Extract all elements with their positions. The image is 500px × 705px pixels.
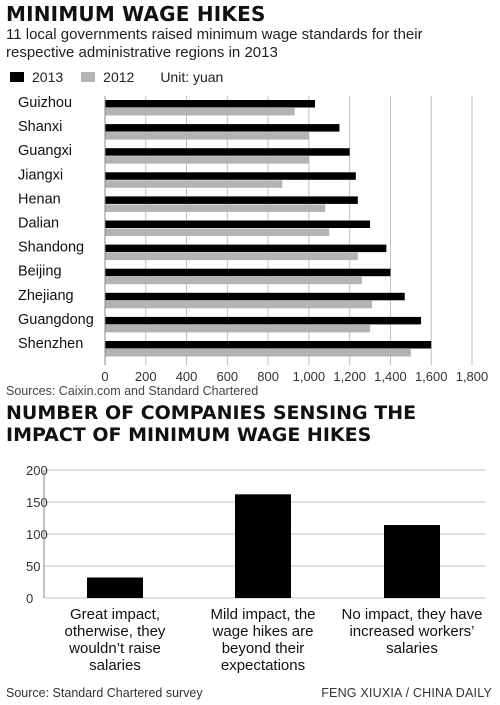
chart2-y-tick-label: 100 [26,527,48,542]
legend-label-2013: 2013 [32,69,64,85]
credit-line: FENG XIUXIA / CHINA DAILY [321,686,492,700]
chart2-bar [87,577,143,598]
legend-swatch-2012 [81,72,96,82]
chart1-unit: Unit: yuan [160,69,224,85]
chart1-bar-2012 [105,204,326,212]
chart1-subtitle: 11 local governments raised minimum wage… [6,26,423,61]
chart2-bar [235,494,291,598]
chart1-bar-2013 [105,196,358,204]
chart1-x-tick-label: 0 [101,369,108,384]
chart1-bar-2012 [105,132,309,140]
chart1-bar-2012 [105,324,371,333]
legend-swatch-2013 [10,72,24,82]
chart1-x-tick-label: 400 [176,369,198,384]
chart1-bar-2012 [105,252,358,261]
chart1-category-label: Guizhou [18,95,72,111]
chart1-bar-2013 [105,172,356,180]
chart1-bar-2012 [105,349,411,357]
chart1-legend: 2013 2012 Unit: yuan [10,68,223,86]
chart1-bar-2013 [105,148,350,156]
legend-item-2013: 2013 [10,69,63,85]
chart1-bar-2013 [105,124,340,132]
chart2-bar [384,525,440,598]
chart1-source: Sources: Caixin.com and Standard Charter… [6,384,259,398]
chart2-title: NUMBER OF COMPANIES SENSING THE IMPACT O… [6,402,417,446]
chart1-category-label: Guangxi [18,143,72,159]
chart1-x-tick-label: 1,400 [374,369,407,384]
chart1-x-tick-label: 1,200 [333,369,366,384]
chart1-bar-2013 [105,341,432,349]
chart2-y-tick-label: 50 [26,559,40,574]
legend-label-2012: 2012 [103,69,135,85]
chart2-y-tick-label: 200 [26,463,48,478]
chart2-y-tick-label: 0 [26,591,33,606]
chart1-bar-2013 [105,100,316,108]
chart1-category-label: Henan [18,191,61,207]
chart1-x-tick-label: 1,600 [415,369,448,384]
chart1-bar-2013 [105,268,391,277]
chart1-bar-2012 [105,276,362,285]
chart1-bar-2012 [105,108,295,116]
chart2-plot: 0 50 100 150 200 [26,463,486,606]
chart2-category-label-2: No impact, they have increased workers’ … [341,606,483,657]
chart1-category-label: Beijing [18,264,62,280]
chart1-category-label: Shanxi [18,119,62,135]
chart2-source: Source: Standard Chartered survey [6,686,203,700]
chart1-x-tick-label: 600 [216,369,238,384]
chart2-y-tick-label: 150 [26,495,48,510]
chart1-bar-2012 [105,156,309,164]
legend-item-2012: 2012 [81,69,134,85]
chart1-bar-2012 [105,300,373,309]
chart2-category-label-1: Mild impact, the wage hikes are beyond t… [210,606,316,674]
chart1-category-label: Zhejiang [18,288,74,304]
chart1-bar-2013 [105,316,422,325]
chart1-bar-2013 [105,244,387,253]
chart1-bar-2012 [105,180,283,188]
chart1-category-label: Guangdong [18,312,94,328]
chart1-bar-2013 [105,220,371,228]
chart1-x-tick-label: 200 [135,369,157,384]
chart1-category-label: Shenzhen [18,336,83,352]
chart1-x-tick-label: 1,000 [293,369,326,384]
chart1-category-label: Jiangxi [18,167,63,183]
chart1-plot: 0 200 400 600 800 1,000 1,200 1,400 1,600 1,800 Gu… [18,95,489,384]
chart1-x-tick-label: 1,800 [456,369,489,384]
chart1-title: MINIMUM WAGE HIKES [6,2,266,26]
chart1-bar-2013 [105,292,405,301]
chart1-bar-2012 [105,228,330,236]
chart1-x-tick-label: 800 [257,369,279,384]
chart1-category-label: Shandong [18,240,84,256]
chart1-category-label: Dalian [18,216,59,232]
chart2-category-label-0: Great impact, otherwise, they wouldn’t r… [64,606,166,674]
